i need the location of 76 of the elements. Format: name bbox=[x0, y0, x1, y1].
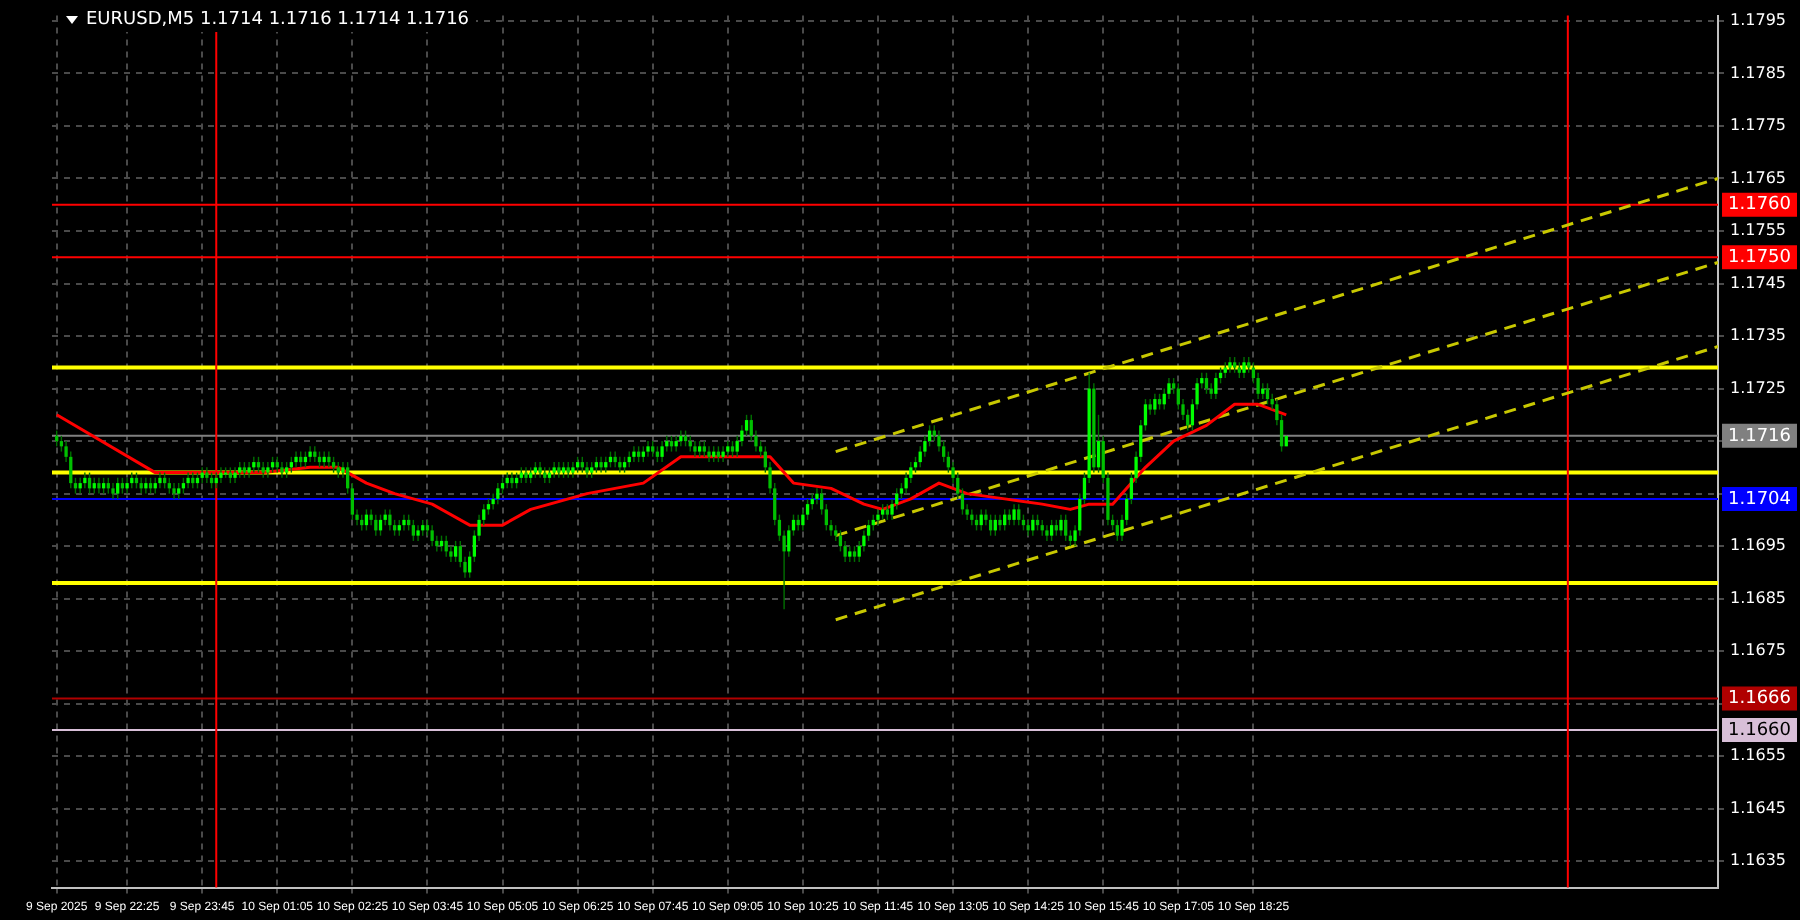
candlestick bbox=[453, 540, 458, 563]
candlestick bbox=[1204, 372, 1209, 395]
y-tick-label: 1.1785 bbox=[1730, 63, 1787, 82]
y-tick-label: 1.1655 bbox=[1730, 746, 1787, 765]
candlestick bbox=[571, 461, 575, 479]
candlestick bbox=[233, 466, 237, 484]
candlestick bbox=[876, 508, 880, 526]
candlestick bbox=[721, 445, 725, 463]
candlestick bbox=[538, 461, 542, 479]
y-tick-label: 1.1765 bbox=[1730, 168, 1787, 187]
y-tick-label: 1.1685 bbox=[1730, 588, 1787, 607]
candlestick bbox=[327, 450, 331, 469]
candlestick bbox=[646, 440, 650, 458]
candlestick bbox=[998, 513, 1002, 532]
chart-title: EURUSD,M5 1.1714 1.1716 1.1714 1.1716 bbox=[86, 10, 470, 30]
y-tick-label: 1.1795 bbox=[1730, 11, 1787, 30]
candlestick bbox=[280, 461, 284, 479]
ref-line-label: 1.1660 bbox=[1728, 720, 1792, 741]
y-tick-label: 1.1695 bbox=[1730, 536, 1787, 555]
candlestick bbox=[144, 477, 148, 495]
ref-line-label: 1.1666 bbox=[1728, 689, 1792, 710]
candlestick bbox=[585, 461, 589, 479]
candlestick bbox=[97, 477, 101, 495]
candlestick bbox=[416, 524, 420, 542]
candlestick bbox=[1242, 356, 1246, 379]
candlestick bbox=[1064, 513, 1068, 542]
candlestick bbox=[186, 471, 190, 490]
candlestick bbox=[111, 482, 115, 500]
candlestick bbox=[1059, 513, 1063, 537]
candlestick bbox=[1045, 524, 1049, 542]
candlestick bbox=[1115, 519, 1119, 542]
ref-line-label: 1.1704 bbox=[1728, 489, 1792, 510]
candlestick bbox=[430, 524, 434, 547]
ref-line-label: 1.1760 bbox=[1728, 195, 1792, 216]
ref-line-label: 1.1750 bbox=[1728, 247, 1792, 268]
candlestick bbox=[1017, 503, 1021, 526]
y-tick-label: 1.1635 bbox=[1730, 851, 1787, 870]
candlestick bbox=[660, 440, 664, 463]
candlestick bbox=[158, 471, 162, 490]
candlestick bbox=[552, 461, 556, 479]
candlestick bbox=[388, 508, 392, 532]
candlestick bbox=[524, 466, 528, 484]
candlestick bbox=[261, 461, 265, 479]
candlestick bbox=[1153, 393, 1157, 416]
y-tick-label: 1.1735 bbox=[1730, 326, 1787, 345]
candlestick bbox=[693, 440, 697, 458]
y-tick-label: 1.1645 bbox=[1730, 798, 1787, 817]
candlestick bbox=[510, 471, 514, 490]
candlestick bbox=[1214, 372, 1218, 400]
candlestick bbox=[294, 450, 298, 469]
y-tick-label: 1.1755 bbox=[1730, 221, 1787, 240]
candlestick bbox=[116, 477, 120, 500]
y-tick-label: 1.1775 bbox=[1730, 116, 1787, 135]
candlestick bbox=[247, 461, 251, 479]
candlestick bbox=[707, 445, 711, 463]
candlestick bbox=[1228, 356, 1232, 374]
candlestick bbox=[599, 456, 603, 474]
candlestick bbox=[411, 519, 415, 542]
candlestick bbox=[679, 429, 683, 448]
candlestick bbox=[308, 445, 312, 463]
y-tick-label: 1.1675 bbox=[1730, 641, 1787, 660]
candlestick bbox=[848, 545, 852, 563]
candlestick bbox=[1049, 519, 1054, 542]
y-tick-label: 1.1725 bbox=[1730, 378, 1787, 397]
candlestick bbox=[172, 482, 176, 500]
candlestick bbox=[557, 461, 561, 479]
candlestick bbox=[266, 461, 270, 479]
candlestick bbox=[632, 445, 636, 463]
candlestick bbox=[402, 513, 406, 532]
candlestick bbox=[1012, 503, 1016, 526]
ref-line-label: 1.1716 bbox=[1728, 426, 1792, 447]
candlestick bbox=[219, 466, 223, 484]
candlestick bbox=[125, 477, 129, 495]
y-tick-label: 1.1745 bbox=[1730, 273, 1787, 292]
candlestick bbox=[205, 466, 209, 484]
candlestick bbox=[496, 482, 500, 505]
